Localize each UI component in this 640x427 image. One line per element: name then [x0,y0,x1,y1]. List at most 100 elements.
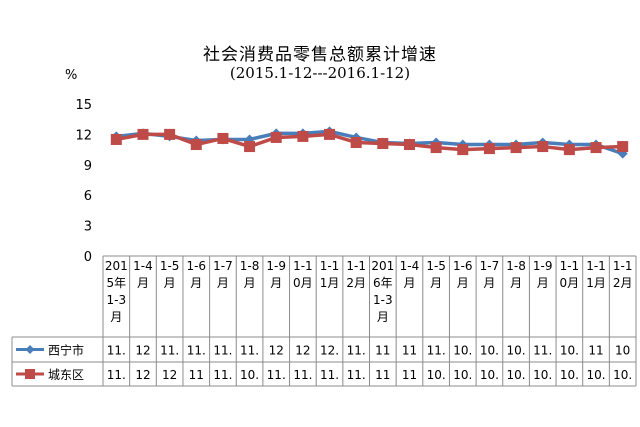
data-point-marker [217,132,229,144]
table-cell-value: 10. [240,368,259,382]
x-category-label: 月 [510,276,522,290]
table-cell-value: 11 [402,368,417,382]
table-cell-value: 11 [375,344,390,358]
table-cell-value: 10. [453,368,472,382]
table-cell-value: 11. [240,344,259,358]
data-point-marker [617,141,629,153]
table-cell-value: 11. [347,344,366,358]
x-category-label: 201 [371,259,394,273]
table-cell-value: 11. [320,368,339,382]
table-cell-value: 10. [560,344,579,358]
x-category-label: 月 [377,310,389,324]
table-cell-value: 11. [347,368,366,382]
table-cell-value: 11 [402,344,417,358]
chart-subtitle: (2015.1-12---2016.1-12) [229,64,411,82]
data-point-marker [590,142,602,154]
legend-marker-key [25,369,35,379]
x-category-label: 5年 [107,276,127,290]
table-cell-value: 11 [375,368,390,382]
x-category-label: 月 [457,276,469,290]
table-cell-value: 10. [560,368,579,382]
x-category-label: 月 [244,276,256,290]
table-cell-value: 10. [613,368,632,382]
data-point-marker [510,142,522,154]
x-category-label: 1-1 [586,259,606,273]
x-category-label: 1-1 [613,259,633,273]
table-cell-value: 12. [320,344,339,358]
data-point-marker [457,144,469,156]
data-point-marker [270,131,282,143]
table-cell-value: 12 [135,368,150,382]
x-category-label: 月 [164,276,176,290]
x-category-label: 201 [105,259,128,273]
x-category-label: 1-6 [186,259,206,273]
x-category-label: 1-7 [480,259,500,273]
table-cell-value: 11. [213,344,232,358]
legend-series-name: 城东区 [48,368,84,382]
x-category-label: 6年 [373,276,393,290]
data-point-marker [110,133,122,145]
x-category-label: 1-6 [453,259,473,273]
x-category-label: 1-5 [426,259,446,273]
table-cell-value: 10. [480,344,499,358]
table-cell-value: 11. [293,368,312,382]
y-tick-label: 3 [84,220,92,235]
x-category-label: 月 [430,276,442,290]
data-point-marker [537,141,549,153]
x-category-label: 月 [217,276,229,290]
x-category-label: 月 [483,276,495,290]
x-category-label: 1-3 [107,293,127,307]
data-point-marker [190,139,202,151]
table-cell-value: 11 [189,368,204,382]
data-point-marker [563,144,575,156]
table-cell-value: 10. [533,368,552,382]
chart-title: 社会消费品零售总额累计增速 [203,45,437,65]
x-category-label: 1月 [320,276,340,290]
data-point-marker [164,128,176,140]
table-cell-value: 10. [453,344,472,358]
y-tick-label: 12 [75,128,92,143]
x-category-label: 月 [137,276,149,290]
x-category-label: 0月 [293,276,313,290]
table-cell-value: 11. [267,368,286,382]
data-point-marker [403,139,415,151]
table-cell-value: 11 [588,344,603,358]
x-category-label: 1-4 [133,259,153,273]
y-axis-unit-label: % [65,68,78,83]
y-tick-label: 15 [75,98,92,113]
table-cell-value: 12 [269,344,284,358]
table-cell-value: 10. [507,368,526,382]
table-cell-value: 12 [162,368,177,382]
table-cell-value: 11. [107,344,126,358]
x-category-label: 1-7 [213,259,233,273]
data-point-marker [324,128,336,140]
legend-marker-key [25,345,35,354]
data-point-marker [244,141,256,153]
data-point-marker [377,138,389,150]
x-category-label: 1-3 [373,293,393,307]
y-tick-label: 0 [84,250,92,265]
table-cell-value: 11. [533,344,552,358]
table-cell-value: 12 [295,344,310,358]
y-tick-label: 6 [84,189,92,204]
data-point-marker [430,142,442,154]
table-cell-value: 11. [107,368,126,382]
x-category-label: 1-1 [320,259,340,273]
x-category-label: 1-4 [400,259,420,273]
x-category-label: 1-9 [533,259,553,273]
x-category-label: 月 [403,276,415,290]
table-cell-value: 10. [507,344,526,358]
x-category-label: 1-9 [266,259,286,273]
x-category-label: 月 [537,276,549,290]
data-point-marker [297,130,309,142]
data-point-marker [350,137,362,149]
table-cell-value: 10 [615,344,630,358]
table-cell-value: 10. [427,368,446,382]
data-point-marker [483,143,495,155]
legend-series-name: 西宁市 [48,343,84,358]
x-category-label: 1-8 [240,259,260,273]
x-category-label: 2月 [346,276,366,290]
table-cell-value: 11. [213,368,232,382]
x-category-label: 1-5 [160,259,180,273]
